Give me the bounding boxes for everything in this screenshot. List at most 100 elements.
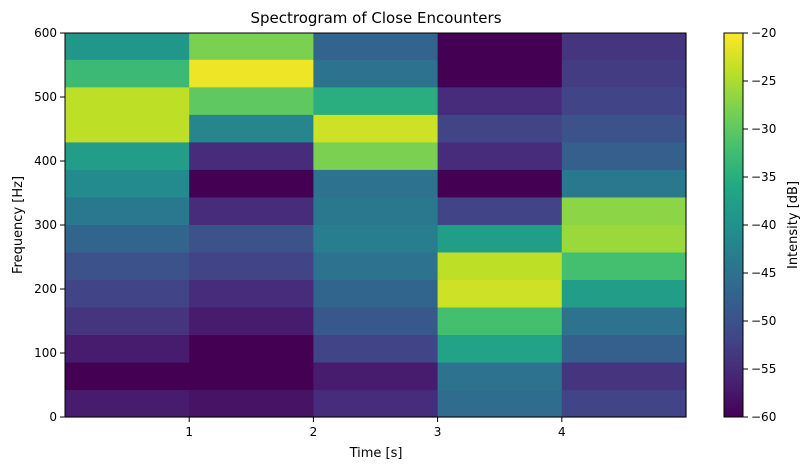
heatmap-cell bbox=[189, 59, 314, 88]
y-tick-label: 500 bbox=[34, 90, 57, 104]
y-tick-label: 400 bbox=[34, 154, 57, 168]
heatmap-cell bbox=[313, 169, 439, 198]
heatmap-cell bbox=[561, 306, 687, 336]
heatmap-cell bbox=[561, 224, 687, 253]
colorbar-tick-label: −30 bbox=[751, 122, 776, 136]
heatmap-cell bbox=[65, 251, 190, 280]
y-tick-label: 300 bbox=[34, 218, 57, 232]
y-tick-label: 100 bbox=[34, 346, 57, 360]
heatmap-cell bbox=[437, 279, 563, 308]
heatmap-cell bbox=[437, 33, 563, 60]
y-tick-label: 200 bbox=[34, 282, 57, 296]
colorbar-tick-label: −35 bbox=[751, 170, 776, 184]
y-tick-label: 600 bbox=[34, 26, 57, 40]
heatmap-cell bbox=[313, 114, 439, 143]
heatmap-cell bbox=[561, 33, 687, 60]
heatmap-cell bbox=[437, 389, 563, 418]
heatmap-cell bbox=[561, 279, 687, 308]
heatmap-cell bbox=[189, 251, 314, 280]
heatmap-cell bbox=[313, 59, 439, 88]
heatmap-cell bbox=[189, 33, 314, 60]
heatmap-cell bbox=[437, 114, 563, 143]
colorbar bbox=[723, 32, 744, 418]
heatmap-cell bbox=[65, 224, 190, 253]
heatmap-cell bbox=[437, 334, 563, 363]
x-tick-label: 1 bbox=[185, 425, 193, 439]
heatmap-cell bbox=[313, 251, 439, 280]
heatmap-cell bbox=[313, 389, 439, 418]
heatmap-cell bbox=[189, 114, 314, 143]
heatmap-cell bbox=[65, 389, 190, 418]
heatmap-cell bbox=[313, 86, 439, 115]
x-tick-label: 4 bbox=[558, 425, 566, 439]
x-axis: 1 2 3 4 bbox=[185, 417, 566, 439]
heatmap-cell bbox=[189, 86, 314, 115]
heatmap-cell bbox=[65, 306, 190, 336]
colorbar-tick-label: −55 bbox=[751, 362, 776, 376]
heatmap-cell bbox=[561, 361, 687, 391]
heatmap-cell bbox=[437, 224, 563, 253]
colorbar-tick-label: −40 bbox=[751, 218, 776, 232]
colorbar-label: Intensity [dB] bbox=[786, 181, 801, 269]
y-tick-label: 0 bbox=[49, 410, 57, 424]
colorbar-tick-label: −20 bbox=[751, 26, 776, 40]
heatmap-cell bbox=[561, 141, 687, 170]
heatmap-cell bbox=[189, 334, 314, 363]
heatmap-cell bbox=[65, 59, 190, 88]
heatmap-cell bbox=[561, 334, 687, 363]
heatmap-cell bbox=[437, 59, 563, 88]
y-axis-label: Frequency [Hz] bbox=[11, 176, 26, 274]
chart-title: Spectrogram of Close Encounters bbox=[250, 9, 501, 27]
heatmap-cell bbox=[189, 389, 314, 418]
heatmap-cell bbox=[313, 361, 439, 391]
heatmap-cell bbox=[189, 169, 314, 198]
colorbar-tick-label: −50 bbox=[751, 314, 776, 328]
heatmap-cell bbox=[189, 306, 314, 336]
heatmap-cell bbox=[561, 251, 687, 280]
heatmap-cell bbox=[313, 196, 439, 225]
colorbar-tick-label: −45 bbox=[751, 266, 776, 280]
heatmap-cell bbox=[65, 196, 190, 225]
heatmap-cell bbox=[437, 251, 563, 280]
colorbar-tick-label: −25 bbox=[751, 74, 776, 88]
heatmap-cell bbox=[189, 279, 314, 308]
heatmap-cell bbox=[437, 361, 563, 391]
colorbar-axis: −20 −25 −30 −35 −40 −45 −50 −55 −60 bbox=[743, 26, 776, 424]
heatmap-cell bbox=[189, 224, 314, 253]
heatmap-area bbox=[65, 33, 687, 418]
heatmap-cell bbox=[65, 114, 190, 143]
heatmap-cell bbox=[561, 389, 687, 418]
x-axis-label: Time [s] bbox=[349, 446, 403, 461]
heatmap-cell bbox=[561, 169, 687, 198]
heatmap-cell bbox=[313, 141, 439, 170]
heatmap-cell bbox=[65, 86, 190, 115]
heatmap-cell bbox=[437, 306, 563, 336]
heatmap-cell bbox=[65, 334, 190, 363]
colorbar-tick-label: −60 bbox=[751, 410, 776, 424]
heatmap-cell bbox=[437, 86, 563, 115]
heatmap-cell bbox=[65, 141, 190, 170]
heatmap-cell bbox=[561, 86, 687, 115]
x-tick-label: 2 bbox=[310, 425, 318, 439]
heatmap-cell bbox=[437, 169, 563, 198]
x-tick-label: 3 bbox=[434, 425, 442, 439]
heatmap-cell bbox=[437, 196, 563, 225]
y-axis: 0 100 200 300 400 500 600 bbox=[34, 26, 65, 424]
heatmap-cell bbox=[561, 114, 687, 143]
heatmap-cell bbox=[313, 279, 439, 308]
heatmap-cell bbox=[313, 33, 439, 60]
heatmap-cell bbox=[561, 196, 687, 225]
heatmap-cell bbox=[313, 306, 439, 336]
heatmap-cell bbox=[65, 361, 190, 391]
heatmap-cell bbox=[189, 361, 314, 391]
heatmap-cell bbox=[189, 141, 314, 170]
heatmap-cell bbox=[65, 33, 190, 60]
heatmap-cell bbox=[313, 224, 439, 253]
heatmap-cell bbox=[65, 169, 190, 198]
heatmap-cell bbox=[561, 59, 687, 88]
heatmap-cell bbox=[437, 141, 563, 170]
heatmap-cell bbox=[189, 196, 314, 225]
heatmap-cell bbox=[313, 334, 439, 363]
